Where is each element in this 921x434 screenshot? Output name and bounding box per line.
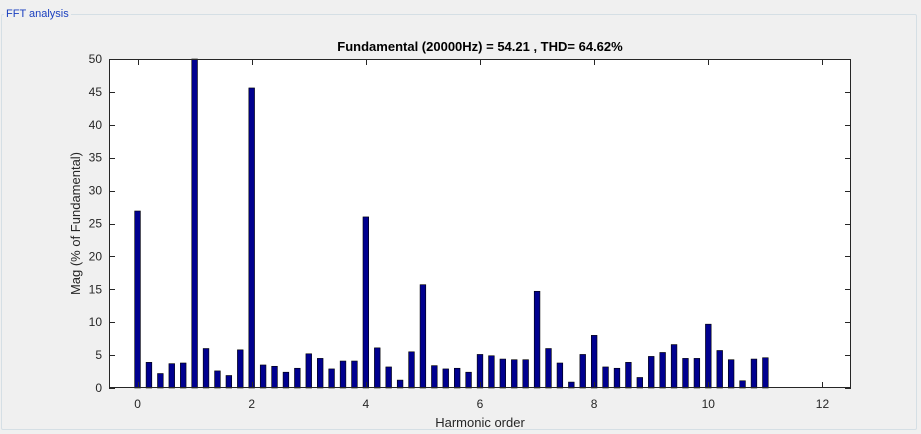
- bar-52: [727, 359, 735, 389]
- bar-17: [328, 368, 335, 389]
- y-tick-label-9: 45: [89, 85, 103, 99]
- y-tick-label-3: 15: [89, 282, 103, 296]
- bar-18: [339, 360, 347, 389]
- bar-10: [248, 87, 255, 389]
- bar-12: [271, 365, 278, 389]
- bar-32: [499, 358, 506, 389]
- x-tick-label-0: 0: [134, 397, 141, 411]
- panel-title: FFT analysis: [4, 8, 71, 20]
- bar-11: [259, 364, 267, 389]
- bar-34: [522, 359, 529, 389]
- y-tick-label-8: 40: [89, 118, 103, 132]
- x-tick-label-4: 8: [591, 397, 598, 411]
- bar-42: [613, 367, 621, 389]
- bar-15: [305, 353, 312, 389]
- x-axis-title: Harmonic order: [435, 415, 525, 430]
- bar-29: [465, 371, 472, 389]
- bar-33: [511, 359, 518, 389]
- y-tick-label-2: 10: [89, 315, 103, 329]
- bar-6: [202, 348, 210, 389]
- bar-47: [670, 344, 678, 389]
- y-tick-label-0: 0: [95, 381, 102, 395]
- bar-43: [625, 362, 632, 389]
- bar-54: [750, 358, 758, 389]
- bar-51: [716, 350, 723, 389]
- bar-40: [590, 335, 598, 389]
- bar-49: [693, 358, 701, 389]
- axes-box: [109, 59, 851, 388]
- bar-8: [225, 375, 233, 389]
- bar-53: [739, 380, 746, 389]
- bar-39: [579, 354, 586, 389]
- bar-26: [431, 365, 438, 389]
- x-tick-label-5: 10: [702, 397, 716, 411]
- bar-9: [237, 349, 244, 389]
- bar-2: [157, 373, 164, 389]
- bar-13: [282, 371, 290, 389]
- bar-48: [682, 358, 689, 389]
- bar-7: [214, 370, 221, 389]
- bar-16: [317, 358, 324, 389]
- x-tick-label-2: 4: [363, 397, 370, 411]
- bar-20: [362, 216, 370, 389]
- bar-25: [419, 284, 427, 389]
- bar-21: [374, 347, 381, 389]
- bar-46: [659, 352, 666, 389]
- bar-0: [134, 210, 141, 389]
- bar-37: [556, 362, 564, 389]
- bar-50: [705, 323, 712, 389]
- y-tick-label-5: 25: [89, 217, 103, 231]
- y-axis-title: Mag (% of Fundamental): [68, 152, 83, 295]
- y-tick-label-6: 30: [89, 184, 103, 198]
- bar-24: [408, 351, 415, 389]
- bar-31: [488, 355, 495, 389]
- bar-19: [351, 360, 358, 389]
- bar-44: [636, 377, 643, 389]
- x-tick-label-6: 12: [816, 397, 830, 411]
- bar-5: [191, 58, 198, 389]
- x-tick-label-3: 6: [477, 397, 484, 411]
- plot-area: [109, 59, 851, 388]
- y-tick-label-1: 5: [95, 348, 102, 362]
- chart-title: Fundamental (20000Hz) = 54.21 , THD= 64.…: [337, 39, 623, 54]
- fft-panel-frame: [1, 14, 917, 430]
- bar-27: [442, 368, 449, 389]
- y-tick-label-7: 35: [89, 151, 103, 165]
- bar-36: [545, 348, 552, 389]
- bar-28: [454, 367, 461, 389]
- x-ticks-group: 0 2 4 6 8 10 12: [134, 59, 829, 411]
- bar-55: [762, 357, 769, 389]
- bar-14: [294, 367, 301, 389]
- bar-1: [145, 362, 153, 389]
- bar-35: [533, 290, 541, 389]
- bar-4: [180, 362, 187, 389]
- bar-41: [602, 366, 609, 389]
- x-tick-label-1: 2: [248, 397, 255, 411]
- bar-3: [168, 363, 175, 389]
- y-tick-label-10: 50: [89, 52, 103, 66]
- bar-45: [648, 356, 655, 389]
- bar-23: [396, 379, 404, 389]
- y-tick-label-4: 20: [89, 249, 103, 263]
- bar-22: [385, 366, 392, 389]
